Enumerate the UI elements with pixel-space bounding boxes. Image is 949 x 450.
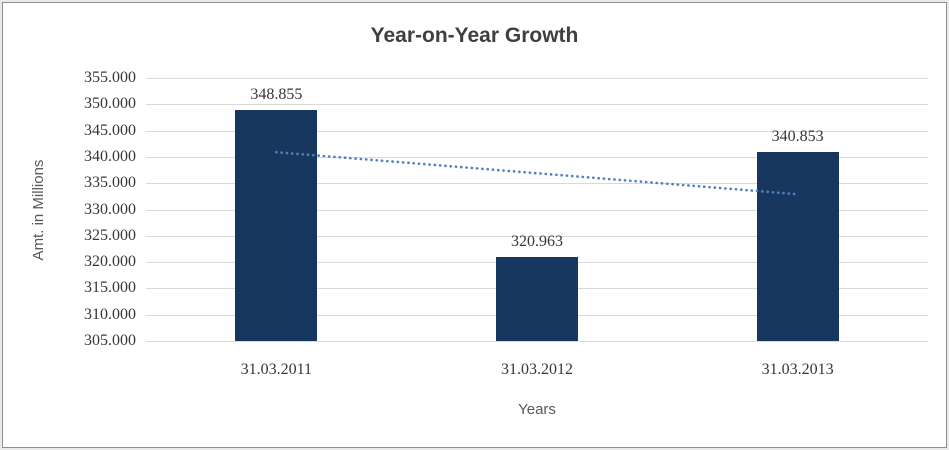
y-tick-label: 355.000 (84, 69, 136, 86)
bar-31.03.2011 (235, 110, 317, 341)
y-tick-label: 315.000 (84, 279, 136, 296)
x-category-label: 31.03.2012 (501, 361, 573, 378)
bar-31.03.2012 (496, 257, 578, 341)
gridline (146, 341, 928, 342)
y-tick-label: 350.000 (84, 95, 136, 112)
x-category-label: 31.03.2011 (240, 361, 313, 378)
bar-data-label: 348.855 (250, 86, 303, 104)
bar-31.03.2013 (757, 152, 839, 341)
y-tick-label: 345.000 (84, 122, 136, 139)
gridline (146, 210, 928, 211)
gridline (146, 157, 928, 158)
y-tick-label: 320.000 (84, 253, 136, 270)
x-axis-title: Years (518, 401, 556, 418)
gridline (146, 183, 928, 184)
gridline (146, 236, 928, 237)
y-tick-label: 305.000 (84, 332, 136, 349)
plot-area (146, 78, 928, 342)
gridline (146, 104, 928, 105)
x-category-label: 31.03.2013 (761, 361, 834, 378)
y-tick-label: 310.000 (84, 306, 136, 323)
gridline (146, 78, 928, 79)
gridline (146, 131, 928, 132)
y-tick-label: 330.000 (84, 201, 136, 218)
y-tick-label: 325.000 (84, 227, 136, 244)
bar-data-label: 340.853 (771, 128, 824, 146)
bar-data-label: 320.963 (511, 233, 563, 251)
chart-title: Year-on-Year Growth (370, 24, 579, 47)
trendline (274, 150, 800, 196)
y-tick-label: 340.000 (84, 148, 136, 165)
y-tick-label: 335.000 (84, 174, 136, 191)
